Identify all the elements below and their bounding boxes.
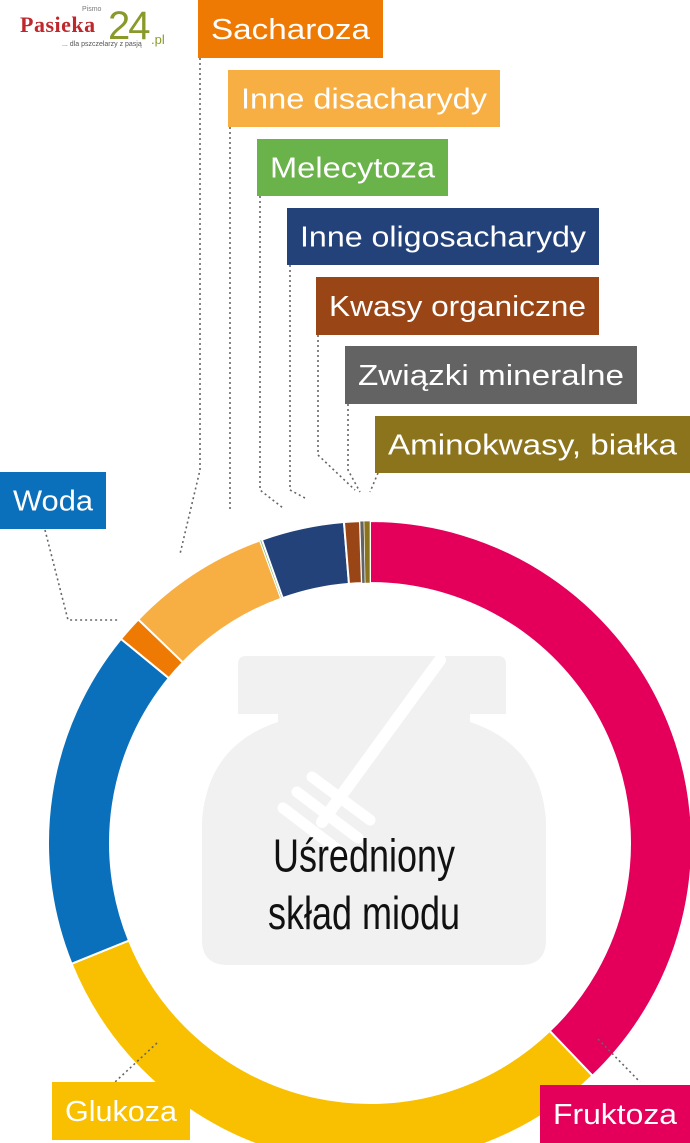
label-box-zwiazki-mineralne [345,346,637,404]
label-box-aminokwasy-bialka [375,416,690,473]
label-inne-oligosacharydy: Inne oligosacharydy [287,208,599,265]
leader-line-inne-oligosacharydy [289,265,306,499]
label-text-aminokwasy-bialka: Aminokwasy, białka [388,430,678,462]
label-box-kwasy-organiczne [316,277,599,335]
label-text-inne-disacharydy: Inne disacharydy [241,84,488,116]
leader-line-kwasy-organiczne [317,335,356,491]
label-sacharoza: Sacharoza [198,0,383,58]
label-text-woda: Woda [13,486,94,518]
label-box-inne-disacharydy [228,70,500,127]
label-text-inne-oligosacharydy: Inne oligosacharydy [300,222,587,254]
center-label-line2: skład miodu [268,888,460,939]
label-text-sacharoza: Sacharoza [211,14,371,46]
label-inne-disacharydy: Inne disacharydy [228,70,500,127]
slice-woda [47,637,171,966]
honey-jar-icon [202,654,546,965]
logo-number: 24 [108,4,150,48]
slice-fruktoza [369,519,690,1078]
leader-line-sacharoza [179,58,201,555]
label-box-melecytoza [257,139,448,196]
logo-domain-suffix: .pl [151,32,165,47]
leader-line-zwiazki-mineralne [347,404,361,493]
leader-line-aminokwasy-bialka [369,472,379,493]
leader-line-woda [44,529,118,621]
label-text-glukoza: Glukoza [65,1096,178,1128]
label-glukoza: Glukoza [52,1082,190,1140]
slice-aminokwasy-bialka [363,520,371,584]
label-woda: Woda [0,472,106,529]
label-box-sacharoza [198,0,383,58]
logo: Pismo Pasieka 24 .pl ... dla pszczelarzy… [20,4,180,58]
label-box-glukoza [52,1082,190,1140]
label-text-melecytoza: Melecytoza [270,153,436,185]
leader-line-fruktoza [597,1038,641,1083]
center-label-line1: Uśredniony [273,830,455,881]
leader-line-melecytoza [259,196,284,509]
label-text-fruktoza: Fruktoza [553,1099,678,1131]
label-text-zwiazki-mineralne: Związki mineralne [358,360,624,392]
logo-tagline: ... dla pszczelarzy z pasją [62,41,142,48]
label-fruktoza: Fruktoza [540,1085,690,1143]
label-aminokwasy-bialka: Aminokwasy, białka [375,416,690,473]
label-zwiazki-mineralne: Związki mineralne [345,346,637,404]
label-text-kwasy-organiczne: Kwasy organiczne [329,291,586,323]
label-kwasy-organiczne: Kwasy organiczne [316,277,599,335]
logo-small-text: Pismo [82,6,102,13]
label-box-woda [0,472,106,529]
logo-name: Pasieka [20,12,96,37]
label-box-fruktoza [540,1085,690,1143]
label-box-inne-oligosacharydy [287,208,599,265]
label-melecytoza: Melecytoza [257,139,448,196]
